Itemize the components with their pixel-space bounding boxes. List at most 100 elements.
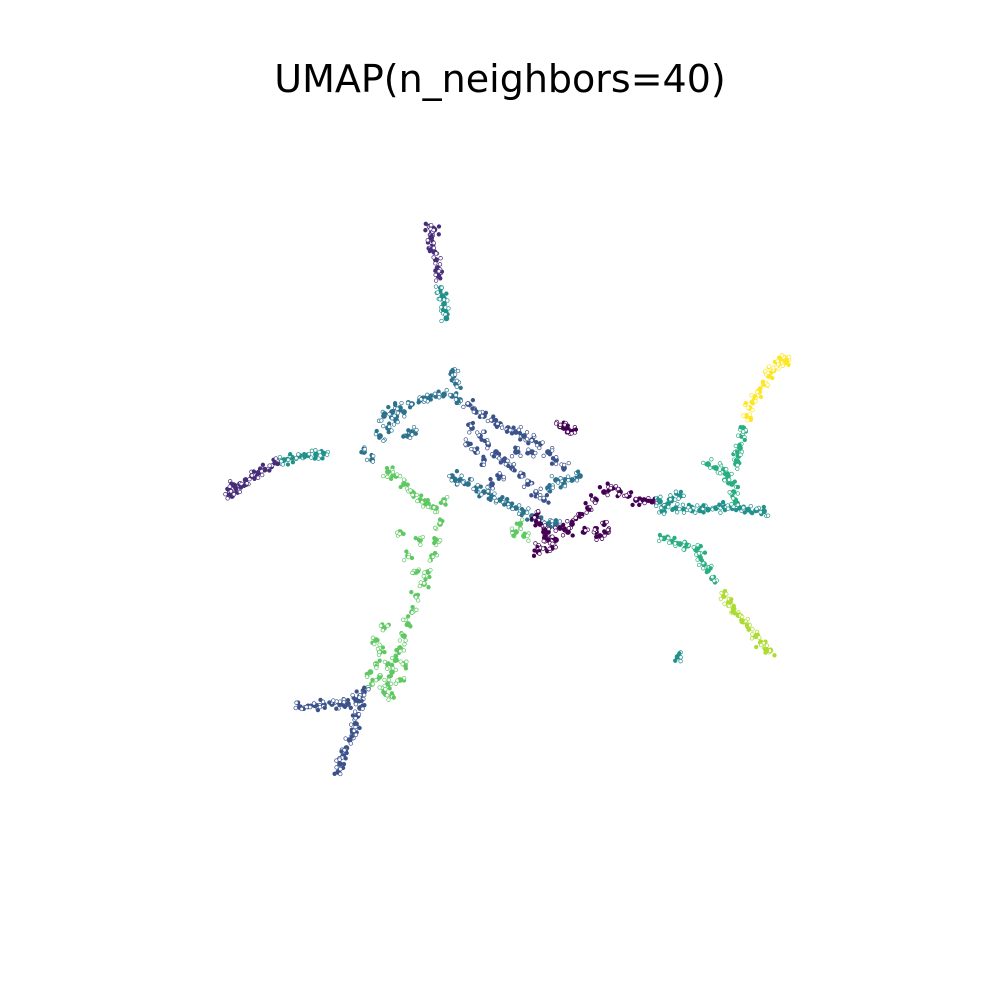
data-point-halo: [738, 425, 743, 430]
data-point-halo: [445, 494, 450, 500]
data-point-halo: [397, 531, 402, 536]
data-point-halo: [401, 648, 407, 653]
data-point-halo: [640, 498, 645, 503]
data-point-halo: [492, 491, 497, 496]
data-point-halo: [537, 445, 542, 451]
data-point-halo: [525, 533, 530, 538]
data-point-halo: [698, 544, 703, 549]
data-point-halo: [566, 526, 572, 531]
data-point-halo: [672, 541, 678, 546]
data-point-halo: [415, 498, 420, 504]
data-point-halo: [666, 535, 671, 541]
data-point-halo: [475, 450, 480, 455]
data-point-halo: [601, 522, 607, 528]
data-point-halo: [529, 493, 534, 498]
data-point-halo: [525, 478, 530, 483]
data-point-halo: [493, 418, 498, 423]
data-point-halo: [735, 484, 741, 490]
data-point-halo: [562, 526, 567, 531]
data-point-halo: [386, 697, 391, 702]
data-point-halo: [765, 382, 770, 387]
data-point-halo: [433, 278, 439, 283]
data-point-halo: [684, 542, 689, 547]
data-point-halo: [392, 401, 398, 406]
data-point-halo: [524, 430, 530, 435]
series-12: [718, 588, 777, 658]
data-point-halo: [509, 501, 515, 506]
data-point-halo: [313, 455, 318, 461]
data-point-halo: [668, 493, 673, 498]
data-point-halo: [757, 635, 762, 640]
data-point-halo: [313, 448, 318, 453]
data-point-halo: [345, 697, 351, 703]
data-point-halo: [553, 461, 559, 467]
data-point-halo: [433, 268, 438, 273]
data-point-halo: [286, 457, 291, 462]
data-point-halo: [441, 394, 446, 399]
data-point-halo: [404, 622, 409, 627]
data-point-halo: [403, 663, 408, 669]
data-point-halo: [433, 272, 438, 278]
data-point-halo: [416, 400, 421, 405]
data-point-halo: [436, 269, 442, 274]
data-point-halo: [526, 447, 531, 452]
data-point-halo: [338, 766, 343, 772]
data-point-halo: [518, 437, 523, 442]
data-point-halo: [237, 489, 243, 495]
data-point-halo: [573, 427, 579, 432]
data-point-halo: [499, 425, 505, 430]
data-point-halo: [729, 471, 734, 477]
data-point-halo: [377, 685, 382, 690]
data-point-halo: [339, 749, 344, 754]
series-5: [461, 397, 571, 505]
data-point-halo: [387, 412, 392, 417]
data-point-halo: [562, 462, 567, 468]
series-6: [447, 469, 583, 530]
data-point-halo: [717, 461, 723, 466]
data-point-halo: [294, 455, 299, 461]
data-point-halo: [750, 407, 755, 413]
data-point-halo: [517, 430, 523, 436]
data-point-halo: [587, 507, 592, 512]
data-point-halo: [701, 566, 706, 571]
data-point-halo: [712, 578, 717, 583]
data-point-halo: [338, 771, 343, 777]
data-point-halo: [540, 440, 545, 445]
data-point-halo: [526, 506, 531, 511]
data-point-halo: [364, 457, 370, 463]
data-point-halo: [770, 375, 775, 381]
data-point-halo: [731, 603, 736, 609]
data-point-halo: [566, 460, 571, 466]
data-point-halo: [533, 541, 538, 546]
data-point-halo: [459, 473, 464, 478]
data-point-halo: [745, 418, 750, 423]
data-point-halo: [758, 510, 763, 515]
data-point-halo: [233, 487, 239, 492]
data-point-halo: [454, 469, 460, 474]
data-point-halo: [433, 261, 438, 266]
data-point-halo: [422, 570, 427, 575]
data-point-halo: [733, 507, 739, 513]
data-point-halo: [708, 566, 713, 571]
data-point-halo: [437, 517, 443, 522]
data-point-halo: [617, 492, 622, 497]
data-point-halo: [408, 624, 413, 629]
data-point-halo: [583, 528, 588, 533]
data-point-halo: [583, 501, 588, 506]
data-point-halo: [341, 761, 347, 767]
data-point-halo: [553, 536, 558, 542]
data-point-halo: [553, 477, 558, 483]
data-point-halo: [605, 481, 610, 486]
data-point-halo: [738, 452, 743, 457]
data-point-halo: [569, 519, 575, 524]
data-point-halo: [504, 429, 510, 434]
data-point-halo: [382, 659, 388, 665]
data-point-halo: [475, 446, 480, 451]
data-point-halo: [438, 538, 443, 543]
data-point-halo: [538, 486, 543, 491]
data-point-halo: [395, 406, 400, 411]
data-point-halo: [315, 707, 321, 713]
data-point-halo: [704, 569, 709, 575]
series-14: [381, 465, 531, 590]
data-point-halo: [381, 423, 386, 429]
